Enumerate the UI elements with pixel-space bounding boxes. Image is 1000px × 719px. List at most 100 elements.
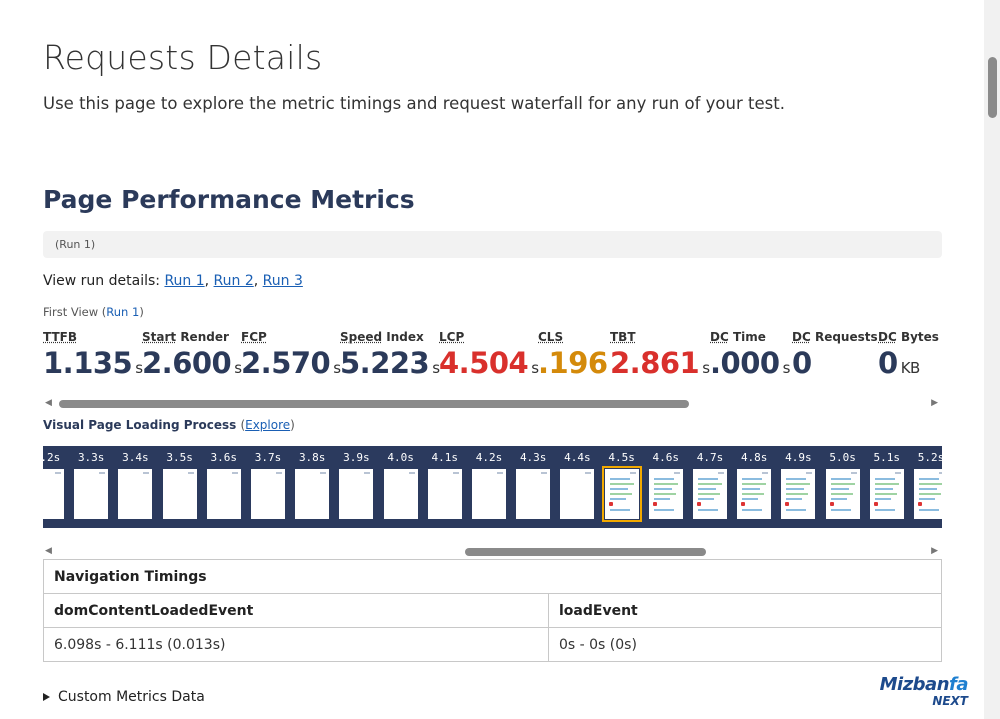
metric-dc-requests: DC Requests 0	[792, 330, 878, 380]
frame-time: 4.7s	[696, 451, 724, 464]
custom-metrics-label: Custom Metrics Data	[58, 689, 205, 705]
run-label: (Run 1)	[55, 238, 96, 251]
frame-thumbnail[interactable]	[781, 469, 816, 519]
filmstrip-frame[interactable]: 4.7s	[688, 446, 732, 528]
frame-time: 3.5s	[166, 451, 193, 464]
filmstrip-frame[interactable]: 4.3s	[511, 446, 555, 528]
filmstrip-frame[interactable]: 4.9s	[776, 446, 820, 528]
brand-name: Mizban	[879, 674, 950, 695]
metrics-scrollbar[interactable]: ◀ ▶	[43, 396, 942, 410]
metric-unit: s	[234, 359, 242, 377]
custom-metrics-toggle[interactable]: Custom Metrics Data	[43, 689, 205, 705]
table-cell: 6.098s - 6.111s (0.013s)	[43, 627, 549, 662]
explore-link[interactable]: Explore	[245, 418, 291, 432]
metric-label: DC Bytes	[878, 330, 939, 344]
frame-thumbnail[interactable]	[383, 469, 418, 519]
visual-progress-title: Visual Page Loading Process	[43, 418, 237, 432]
metric-value: .000 s	[710, 346, 790, 380]
metric-value: 1.135 s	[43, 346, 143, 380]
first-view-label: First View (Run 1)	[43, 305, 144, 319]
frame-thumbnail[interactable]	[427, 469, 462, 519]
frame-thumbnail[interactable]	[737, 469, 772, 519]
filmstrip-frame[interactable]: 3.9s	[334, 446, 378, 528]
frame-thumbnail[interactable]	[914, 469, 942, 519]
frame-thumbnail[interactable]	[162, 469, 197, 519]
frame-thumbnail[interactable]	[516, 469, 551, 519]
filmstrip-scrollbar[interactable]: ◀ ▶	[43, 544, 942, 558]
frame-time: 5.1s	[873, 451, 901, 464]
disclosure-triangle-icon	[43, 693, 50, 701]
metric-cls: CLS .196	[538, 330, 608, 380]
filmstrip-frame[interactable]: 4.5s	[600, 446, 644, 528]
first-view-suffix: )	[139, 305, 144, 319]
filmstrip-frame[interactable]: 5.2s	[909, 446, 942, 528]
frame-thumbnail[interactable]	[251, 469, 285, 519]
navigation-timings-table: Navigation Timings domContentLoadedEvent…	[43, 559, 942, 662]
metric-number: 0	[792, 346, 812, 380]
scroll-right-arrow-icon[interactable]: ▶	[931, 398, 938, 408]
scroll-right-arrow-icon[interactable]: ▶	[931, 546, 938, 556]
frame-thumbnail[interactable]	[825, 469, 860, 519]
frame-time: 4.0s	[387, 451, 414, 464]
frame-thumbnail[interactable]	[43, 469, 64, 519]
page-scrollbar-thumb[interactable]	[988, 57, 997, 118]
run-details: View run details: Run 1, Run 2, Run 3	[43, 273, 303, 289]
filmstrip-frame[interactable]: 3.4s	[113, 446, 157, 528]
frame-thumbnail[interactable]	[648, 469, 683, 519]
frame-thumbnail[interactable]	[560, 469, 595, 519]
filmstrip-frame[interactable]: 3.6s	[202, 446, 246, 528]
first-view-run-link[interactable]: Run 1	[106, 305, 140, 319]
filmstrip-frame[interactable]: 4.0s	[379, 446, 423, 528]
metric-value: 0	[792, 346, 878, 380]
frame-thumbnail[interactable]	[601, 466, 642, 522]
page-scrollbar[interactable]	[984, 0, 1000, 719]
metric-unit: KB	[900, 359, 921, 377]
frame-thumbnail[interactable]	[295, 469, 330, 519]
metric-unit: s	[333, 359, 341, 377]
filmstrip-frame[interactable]: 3.2s	[43, 446, 69, 528]
frame-thumbnail[interactable]	[472, 469, 506, 519]
metric-number: 4.504	[439, 346, 529, 380]
metrics-scrollbar-thumb[interactable]	[59, 400, 689, 408]
filmstrip-frame[interactable]: 4.8s	[732, 446, 776, 528]
filmstrip-frame[interactable]: 3.3s	[69, 446, 113, 528]
filmstrip-frame[interactable]: 3.5s	[158, 446, 202, 528]
metrics-row: TTFB 1.135 s Start Render 2.600 s FCP 2.570 s Spe…	[43, 330, 942, 390]
metric-unit: s	[135, 359, 143, 377]
metric-number: .196	[538, 346, 608, 380]
filmstrip-scrollbar-thumb[interactable]	[464, 548, 707, 556]
frame-thumbnail[interactable]	[118, 469, 153, 519]
section-title: Page Performance Metrics	[43, 185, 415, 214]
filmstrip-frame[interactable]: 3.7s	[246, 446, 290, 528]
filmstrip-frame[interactable]: 5.1s	[865, 446, 909, 528]
scroll-left-arrow-icon[interactable]: ◀	[45, 398, 52, 408]
run-3-link[interactable]: Run 3	[262, 273, 303, 289]
run-label-bar: (Run 1)	[43, 231, 942, 258]
table-row: 6.098s - 6.111s (0.013s) 0s - 0s (0s)	[43, 627, 942, 662]
frame-thumbnail[interactable]	[339, 469, 374, 519]
frame-thumbnail[interactable]	[74, 469, 109, 519]
metric-label: DC Requests	[792, 330, 878, 344]
brand-sub: NEXT	[932, 694, 968, 708]
column-header: domContentLoadedEvent	[43, 593, 549, 628]
metric-label: TBT	[610, 330, 636, 344]
run-1-link[interactable]: Run 1	[164, 273, 205, 289]
filmstrip-frame[interactable]: 4.6s	[644, 446, 688, 528]
run-2-link[interactable]: Run 2	[213, 273, 254, 289]
metric-value: 0 KB	[878, 346, 939, 380]
filmstrip-frame[interactable]: 4.2s	[467, 446, 511, 528]
frame-thumbnail[interactable]	[869, 469, 904, 519]
filmstrip-frame[interactable]: 4.1s	[423, 446, 467, 528]
filmstrip-frame[interactable]: 4.4s	[555, 446, 599, 528]
frame-thumbnail[interactable]	[206, 469, 241, 519]
metric-value: .196	[538, 346, 608, 380]
brand-name-accent: fa	[949, 674, 968, 695]
frame-thumbnail[interactable]	[693, 469, 727, 519]
run-details-label: View run details:	[43, 273, 165, 289]
metric-number: 1.135	[43, 346, 133, 380]
filmstrip-frame[interactable]: 5.0s	[821, 446, 865, 528]
filmstrip-frame[interactable]: 3.8s	[290, 446, 334, 528]
frame-time: 4.6s	[652, 451, 680, 464]
scroll-left-arrow-icon[interactable]: ◀	[45, 546, 52, 556]
